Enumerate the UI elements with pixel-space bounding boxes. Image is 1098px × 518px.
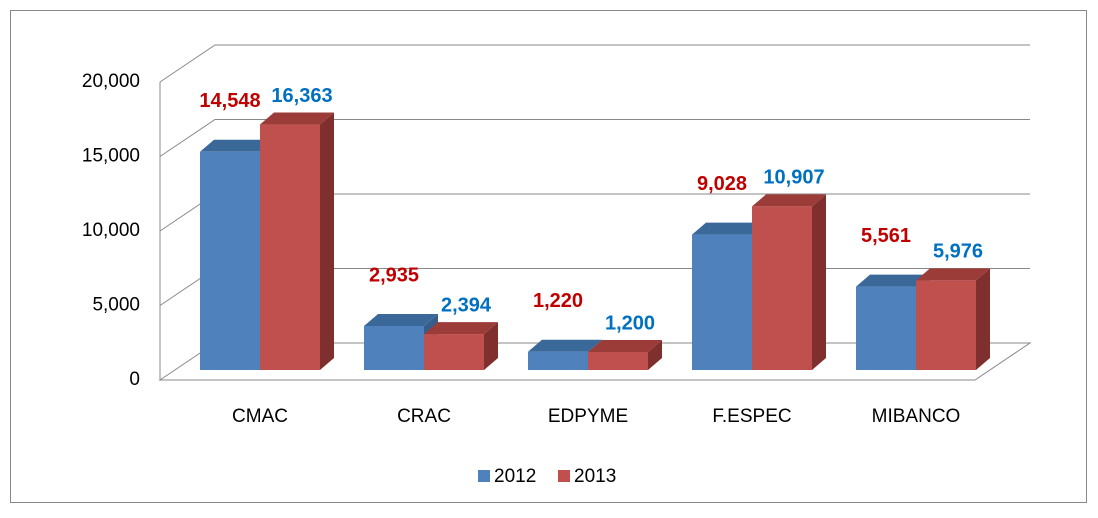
y-tick-label: 15,000 xyxy=(82,146,140,167)
grid-line xyxy=(159,44,1030,83)
data-label: 5,976 xyxy=(933,241,983,263)
y-tick-label: 5,000 xyxy=(92,295,140,316)
bar xyxy=(528,351,588,370)
bar xyxy=(260,124,320,371)
bar-top xyxy=(916,268,990,281)
bar-top xyxy=(588,340,662,352)
bar-top xyxy=(200,139,274,152)
x-tick-label: MIBANCO xyxy=(872,406,961,427)
bar-side xyxy=(320,112,334,371)
y-tick-label: 10,000 xyxy=(82,220,140,241)
bar xyxy=(752,206,812,370)
bar-top xyxy=(752,194,826,207)
bar xyxy=(364,325,424,370)
data-label: 2,394 xyxy=(441,294,492,316)
bar-side xyxy=(484,322,498,370)
floor xyxy=(158,342,1032,381)
data-label: 5,561 xyxy=(861,225,911,247)
data-label: 1,200 xyxy=(605,312,655,334)
data-label: 2,935 xyxy=(369,264,419,286)
y-tick-label: 20,000 xyxy=(82,71,140,92)
bar xyxy=(424,334,484,370)
legend-swatch xyxy=(478,470,490,482)
x-tick-label: CRAC xyxy=(397,406,451,427)
bar-side xyxy=(976,268,990,370)
bar xyxy=(692,234,752,370)
x-tick-label: F.ESPEC xyxy=(712,406,791,427)
legend-label: 2012 xyxy=(494,466,536,487)
bar xyxy=(916,280,976,370)
bar xyxy=(856,286,916,370)
bar-top xyxy=(528,339,602,352)
legend-label: 2013 xyxy=(574,466,616,487)
bar-top xyxy=(260,112,334,125)
bar-side xyxy=(648,340,662,370)
data-label: 14,548 xyxy=(199,90,260,112)
chart-border xyxy=(10,10,1087,503)
bar xyxy=(588,352,648,370)
x-tick-label: EDPYME xyxy=(548,406,628,427)
data-label: 10,907 xyxy=(763,167,824,189)
bar xyxy=(200,151,260,370)
bar-top xyxy=(692,222,766,235)
bar-top xyxy=(424,322,498,335)
y-tick-label: 0 xyxy=(129,369,140,390)
bar-top xyxy=(856,274,930,287)
data-label: 9,028 xyxy=(697,173,747,195)
bar-top xyxy=(364,313,438,326)
grid-line xyxy=(159,119,1030,157)
data-label: 1,220 xyxy=(533,290,583,312)
bar-side xyxy=(812,194,826,370)
data-label: 16,363 xyxy=(271,85,332,107)
x-tick-label: CMAC xyxy=(232,406,288,427)
legend-swatch xyxy=(558,470,570,482)
